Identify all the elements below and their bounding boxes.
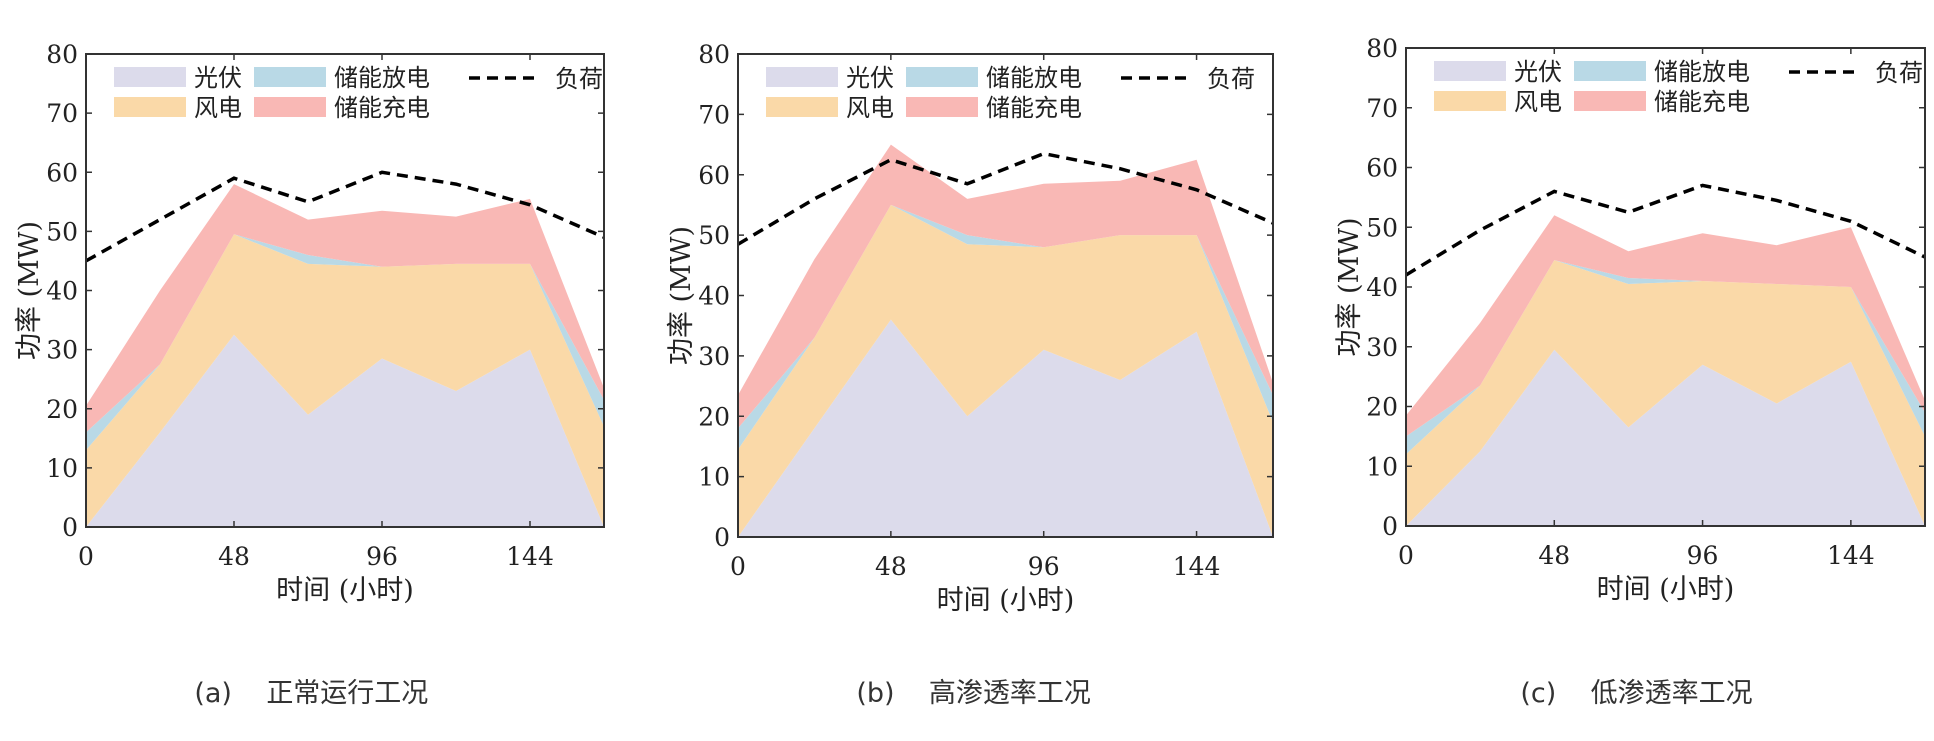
chart-panel-b: 0 10 20 30 40 50 60 70 80 0 48 96 144 时间 (小时) 功率 (MW) 光… (666, 40, 1274, 616)
y-tick-label: 70 (698, 100, 730, 129)
legend-swatch (906, 67, 978, 87)
legend-swatch (114, 67, 186, 87)
caption-c: (c) 低渗透率工况 (1486, 640, 1753, 741)
x-tick-label: 144 (1173, 552, 1221, 581)
x-tick-label: 96 (366, 542, 398, 571)
y-tick-label: 40 (46, 277, 78, 306)
legend-swatch (1574, 61, 1646, 81)
y-tick-label: 0 (714, 523, 730, 552)
chart-panel-a: 0 10 20 30 40 50 60 70 80 0 48 96 144 时间 (小时) 功率 (MW) 光… (14, 40, 605, 606)
legend-label: 负荷 (1207, 65, 1255, 93)
y-tick-label: 20 (46, 395, 78, 424)
x-tick-label: 0 (1398, 541, 1414, 570)
legend-label: 光伏 (194, 64, 242, 92)
y-axis-label: 功率 (MW) (1334, 217, 1365, 356)
legend-label: 负荷 (555, 65, 603, 93)
legend-swatch (114, 97, 186, 117)
legend-swatch (254, 67, 326, 87)
y-tick-label: 20 (698, 402, 730, 431)
area-series-2 (1406, 260, 1925, 526)
x-tick-label: 144 (1827, 541, 1875, 570)
y-tick-label: 30 (46, 336, 78, 365)
x-axis-label: 时间 (小时) (276, 575, 414, 606)
legend-swatch (1434, 91, 1506, 111)
area-series-2 (738, 204, 1273, 537)
legend-swatch (906, 97, 978, 117)
y-tick-label: 40 (698, 282, 730, 311)
y-tick-label: 80 (698, 40, 730, 69)
y-tick-label: 70 (1366, 94, 1398, 123)
load-line (85, 170, 605, 263)
y-tick-label: 30 (1366, 333, 1398, 362)
y-tick-label: 10 (1366, 452, 1398, 481)
x-axis-label: 时间 (小时) (937, 585, 1075, 616)
x-tick-label: 96 (1687, 541, 1719, 570)
x-axis-label: 时间 (小时) (1597, 574, 1735, 605)
y-tick-label: 80 (1366, 34, 1398, 63)
legend-swatch (766, 67, 838, 87)
legend-label: 储能充电 (334, 94, 430, 122)
caption-c-title: 低渗透率工况 (1590, 678, 1753, 709)
legend-swatch (254, 97, 326, 117)
x-tick-label: 144 (506, 542, 554, 571)
area-series-1 (738, 319, 1273, 537)
area-series-4 (1406, 215, 1925, 437)
caption-a: (a) 正常运行工况 (160, 640, 428, 741)
x-tick-label: 0 (730, 552, 746, 581)
caption-c-label: (c) (1520, 678, 1557, 709)
legend-swatch (766, 97, 838, 117)
figure: 0 10 20 30 40 50 60 70 80 0 48 96 144 时间 (小时) 功率 (MW) 光… (14, 34, 1926, 709)
y-tick-label: 80 (46, 40, 78, 69)
caption-b: (b) 高渗透率工况 (822, 640, 1091, 741)
y-tick-label: 50 (698, 221, 730, 250)
legend-label: 储能放电 (986, 64, 1082, 92)
x-tick-label: 0 (78, 542, 94, 571)
y-tick-label: 60 (698, 161, 730, 190)
area-series-4 (86, 184, 604, 433)
x-tick-label: 48 (218, 542, 250, 571)
y-tick-label: 40 (1366, 273, 1398, 302)
legend-label: 储能充电 (986, 94, 1082, 122)
y-tick-label: 60 (1366, 154, 1398, 183)
legend-label: 风电 (194, 94, 242, 122)
load-line (737, 151, 1274, 246)
y-tick-label: 10 (698, 463, 730, 492)
y-tick-label: 60 (46, 158, 78, 187)
area-series-1 (86, 334, 604, 527)
legend-label: 储能放电 (1654, 58, 1750, 86)
caption-a-label: (a) (194, 678, 232, 709)
y-tick-label: 0 (62, 513, 78, 542)
legend-label: 风电 (1514, 88, 1562, 116)
area-series-1 (1406, 349, 1925, 526)
caption-a-title: 正常运行工况 (266, 678, 429, 709)
x-tick-label: 48 (875, 552, 907, 581)
y-tick-label: 70 (46, 99, 78, 128)
legend-swatch (1574, 91, 1646, 111)
y-axis-label: 功率 (MW) (14, 221, 45, 360)
chart-panel-c: 0 10 20 30 40 50 60 70 80 0 48 96 144 时间 (小时) 功率 (MW) 光… (1334, 34, 1926, 605)
legend-label: 储能充电 (1654, 88, 1750, 116)
x-tick-label: 48 (1538, 541, 1570, 570)
caption-b-title: 高渗透率工况 (928, 678, 1091, 709)
legend-label: 储能放电 (334, 64, 430, 92)
area-series-4 (738, 144, 1273, 429)
legend-label: 负荷 (1875, 59, 1923, 87)
x-tick-label: 96 (1028, 552, 1060, 581)
y-tick-label: 0 (1382, 512, 1398, 541)
legend-label: 风电 (846, 94, 894, 122)
caption-b-label: (b) (856, 678, 895, 709)
legend-label: 光伏 (846, 64, 894, 92)
legend-label: 光伏 (1514, 58, 1562, 86)
y-tick-label: 50 (46, 217, 78, 246)
area-series-2 (86, 234, 604, 528)
y-tick-label: 10 (46, 454, 78, 483)
y-axis-label: 功率 (MW) (666, 226, 697, 365)
y-tick-label: 20 (1366, 393, 1398, 422)
load-line (1405, 183, 1926, 277)
y-tick-label: 50 (1366, 213, 1398, 242)
y-tick-label: 30 (698, 342, 730, 371)
legend-swatch (1434, 61, 1506, 81)
